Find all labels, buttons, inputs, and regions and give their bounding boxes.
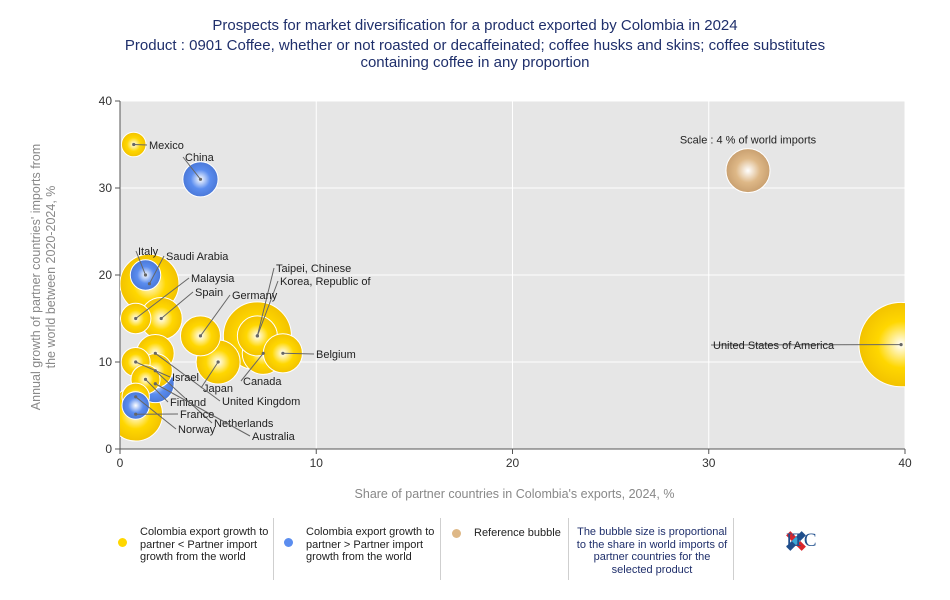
bubble-center-israel — [134, 360, 138, 364]
bubble-label-mexico: Mexico — [149, 140, 184, 152]
leader-line-taipei-chinese — [256, 267, 275, 337]
bubble-center-australia — [153, 382, 157, 386]
leader-line-korea-republic-of — [256, 280, 279, 337]
itc-logo-text: ITC — [786, 530, 817, 551]
bubble-label-korea-republic-of: Korea, Republic of — [280, 276, 371, 288]
bubble-unlabeled[interactable] — [121, 391, 150, 420]
yellow-bubble-icon — [118, 538, 127, 547]
bubble-center-france — [134, 412, 138, 416]
bubble-center-spain — [159, 316, 163, 321]
leader-line-italy — [135, 250, 146, 276]
bubble-label-france: France — [180, 409, 214, 421]
legend-divider — [440, 518, 441, 580]
bubble-size-note: The bubble size is proportional to the s… — [576, 526, 728, 576]
leader-line-finland — [145, 379, 169, 403]
y-tick-label: 10 — [99, 355, 113, 369]
bubble-label-united-kingdom: United Kingdom — [222, 396, 300, 408]
bubble-label-united-states-of-america: United States of America — [713, 340, 835, 352]
legend-reference-label: Reference bubble — [474, 527, 561, 539]
bubble-label-australia: Australia — [252, 431, 296, 443]
bubble-label-norway: Norway — [178, 424, 216, 436]
bubble-label-canada: Canada — [243, 376, 282, 388]
leader-line-norway — [135, 396, 177, 430]
bubble-center-united-kingdom — [153, 351, 157, 355]
legend-blue-label: Colombia export growth to partner > Part… — [306, 526, 435, 563]
bubble-center-norway — [134, 395, 138, 399]
chart-subtitle-line1: Product : 0901 Coffee, whether or not ro… — [124, 37, 826, 54]
x-tick-label: 20 — [506, 456, 520, 470]
y-axis-label: the world between 2020-2024, % — [44, 186, 58, 369]
bubble-center-canada — [261, 351, 265, 355]
y-axis-label: Annual growth of partner countries' impo… — [29, 144, 43, 410]
bubble-label-china: China — [185, 152, 215, 164]
bubble-center-united-states-of-america — [899, 343, 903, 347]
leader-line-israel — [135, 361, 171, 378]
leader-line-china — [182, 156, 201, 180]
reference-bubble-icon — [452, 529, 461, 538]
bubble-label-italy: Italy — [138, 246, 159, 258]
bubble-label-belgium: Belgium — [316, 349, 356, 361]
legend-blue: Colombia export growth to partner > Part… — [284, 520, 434, 582]
legend-yellow: Colombia export growth to partner < Part… — [118, 520, 268, 582]
bubble-center-italy — [143, 273, 148, 277]
bubble-center-belgium — [281, 351, 285, 355]
bubble-label-saudi-arabia: Saudi Arabia — [166, 251, 229, 263]
bubble-label-israel: Israel — [172, 372, 199, 384]
leader-line-australia — [155, 383, 251, 437]
bubble-center-malaysia — [134, 316, 138, 321]
y-tick-label: 40 — [99, 94, 113, 108]
bubble-center-germany — [198, 334, 203, 338]
legend-yellow-label: Colombia export growth to partner < Part… — [140, 526, 269, 563]
y-tick-label: 30 — [99, 181, 113, 195]
bubble-center-japan — [216, 360, 220, 364]
bubble-chart: 0 10 20 30 40 0 10 20 30 40 Share of partner count… — [29, 94, 912, 501]
leader-line-canada — [240, 352, 264, 382]
leader-line-germany — [200, 294, 231, 337]
itc-logo-icon — [786, 531, 806, 551]
blue-bubble-icon — [284, 538, 293, 547]
x-tick-label: 10 — [310, 456, 324, 470]
bubble-center-china — [198, 177, 203, 181]
x-tick-label: 40 — [898, 456, 912, 470]
y-tick-label: 20 — [99, 268, 113, 282]
leader-line-belgium — [282, 352, 315, 355]
bubble-label-germany: Germany — [232, 290, 278, 302]
leader-line-malaysia — [135, 277, 190, 319]
legend-divider — [733, 518, 734, 580]
x-axis-label: Share of partner countries in Colombia's… — [355, 487, 675, 501]
legend-divider — [273, 518, 274, 580]
reference-bubble — [725, 148, 771, 194]
leader-line-united-kingdom — [155, 352, 221, 402]
y-tick-label: 0 — [105, 442, 112, 456]
bubble-label-netherlands: Netherlands — [214, 418, 274, 430]
legend-divider — [568, 518, 569, 580]
bubble-label-finland: Finland — [170, 397, 206, 409]
leader-line-japan — [200, 361, 219, 389]
bubble-label-malaysia: Malaysia — [191, 273, 235, 285]
bubble-center-saudi-arabia — [147, 282, 152, 286]
leader-line-mexico — [133, 144, 148, 146]
leader-line-spain — [160, 291, 194, 319]
leader-line-netherlands — [154, 370, 213, 424]
reference-bubble-label: Scale : 4 % of world imports — [680, 135, 817, 147]
chart-subtitle-line2: containing coffee in any proportion — [360, 54, 590, 71]
bubble-label-japan: Japan — [203, 383, 233, 395]
bubble-center-netherlands — [153, 369, 157, 373]
x-tick-label: 0 — [117, 456, 124, 470]
chart-title: Prospects for market diversification for… — [212, 17, 738, 34]
bubble-label-taipei-chinese: Taipei, Chinese — [276, 263, 351, 275]
x-tick-label: 30 — [702, 456, 716, 470]
bubble-center-finland — [143, 377, 148, 381]
bubble-center-korea-republic-of — [255, 334, 259, 338]
legend-reference: Reference bubble — [452, 520, 567, 582]
bubble-center-mexico — [132, 142, 136, 147]
bubble-label-spain: Spain — [195, 287, 223, 299]
leader-line-saudi-arabia — [148, 255, 165, 284]
